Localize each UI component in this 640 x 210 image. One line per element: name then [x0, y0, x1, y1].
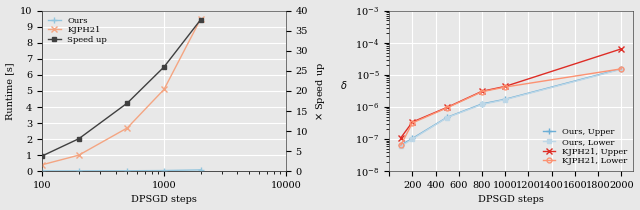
Ours, Upper	[501, 98, 509, 101]
Ours, Upper	[618, 68, 625, 70]
KJPH21, Lower	[397, 144, 404, 146]
Y-axis label: $\delta$: $\delta$	[340, 79, 348, 91]
Ours, Lower	[408, 138, 416, 140]
KJPH21	[124, 127, 131, 129]
Ours, Lower	[444, 116, 451, 119]
Ours	[197, 169, 205, 171]
Ours, Upper	[444, 116, 451, 118]
Line: KJPH21, Lower: KJPH21, Lower	[398, 66, 624, 148]
Ours, Upper	[397, 144, 404, 146]
Ours, Lower	[397, 145, 404, 147]
Y-axis label: $\times$ Speed up: $\times$ Speed up	[314, 62, 326, 121]
X-axis label: DPSGD steps: DPSGD steps	[478, 196, 544, 205]
KJPH21, Lower	[444, 106, 451, 109]
Speed up	[124, 102, 131, 104]
KJPH21	[160, 88, 168, 91]
Ours, Upper	[408, 137, 416, 140]
Ours, Lower	[618, 68, 625, 71]
Line: KJPH21: KJPH21	[40, 16, 204, 168]
Speed up	[197, 18, 205, 21]
KJPH21, Lower	[618, 68, 625, 70]
KJPH21, Upper	[501, 85, 509, 88]
Line: KJPH21, Upper: KJPH21, Upper	[398, 46, 624, 140]
Ours, Lower	[501, 98, 509, 101]
Ours, Lower	[478, 103, 486, 106]
Speed up	[75, 137, 83, 140]
Y-axis label: Runtime [s]: Runtime [s]	[6, 62, 15, 120]
Speed up	[160, 66, 168, 68]
Ours	[160, 169, 168, 172]
KJPH21	[38, 164, 46, 166]
Line: Ours: Ours	[40, 167, 204, 174]
Ours, Upper	[478, 103, 486, 105]
KJPH21, Upper	[408, 121, 416, 123]
KJPH21, Lower	[501, 86, 509, 88]
Legend: Ours, KJPH21, Speed up: Ours, KJPH21, Speed up	[46, 15, 109, 46]
Line: Speed up: Speed up	[40, 17, 203, 158]
KJPH21, Upper	[478, 90, 486, 93]
Ours	[38, 170, 46, 172]
KJPH21, Upper	[444, 106, 451, 109]
Line: Ours, Lower: Ours, Lower	[399, 67, 623, 148]
Legend: Ours, Upper, Ours, Lower, KJPH21, Upper, KJPH21, Lower: Ours, Upper, Ours, Lower, KJPH21, Upper,…	[541, 127, 628, 167]
KJPH21	[75, 154, 83, 156]
KJPH21	[197, 18, 205, 20]
Ours	[124, 169, 131, 172]
KJPH21, Upper	[618, 48, 625, 50]
X-axis label: DPSGD steps: DPSGD steps	[131, 196, 197, 205]
Ours	[75, 170, 83, 172]
KJPH21, Lower	[478, 91, 486, 93]
Speed up	[38, 155, 46, 157]
KJPH21, Lower	[408, 122, 416, 124]
Line: Ours, Upper: Ours, Upper	[398, 66, 624, 148]
KJPH21, Upper	[397, 136, 404, 139]
